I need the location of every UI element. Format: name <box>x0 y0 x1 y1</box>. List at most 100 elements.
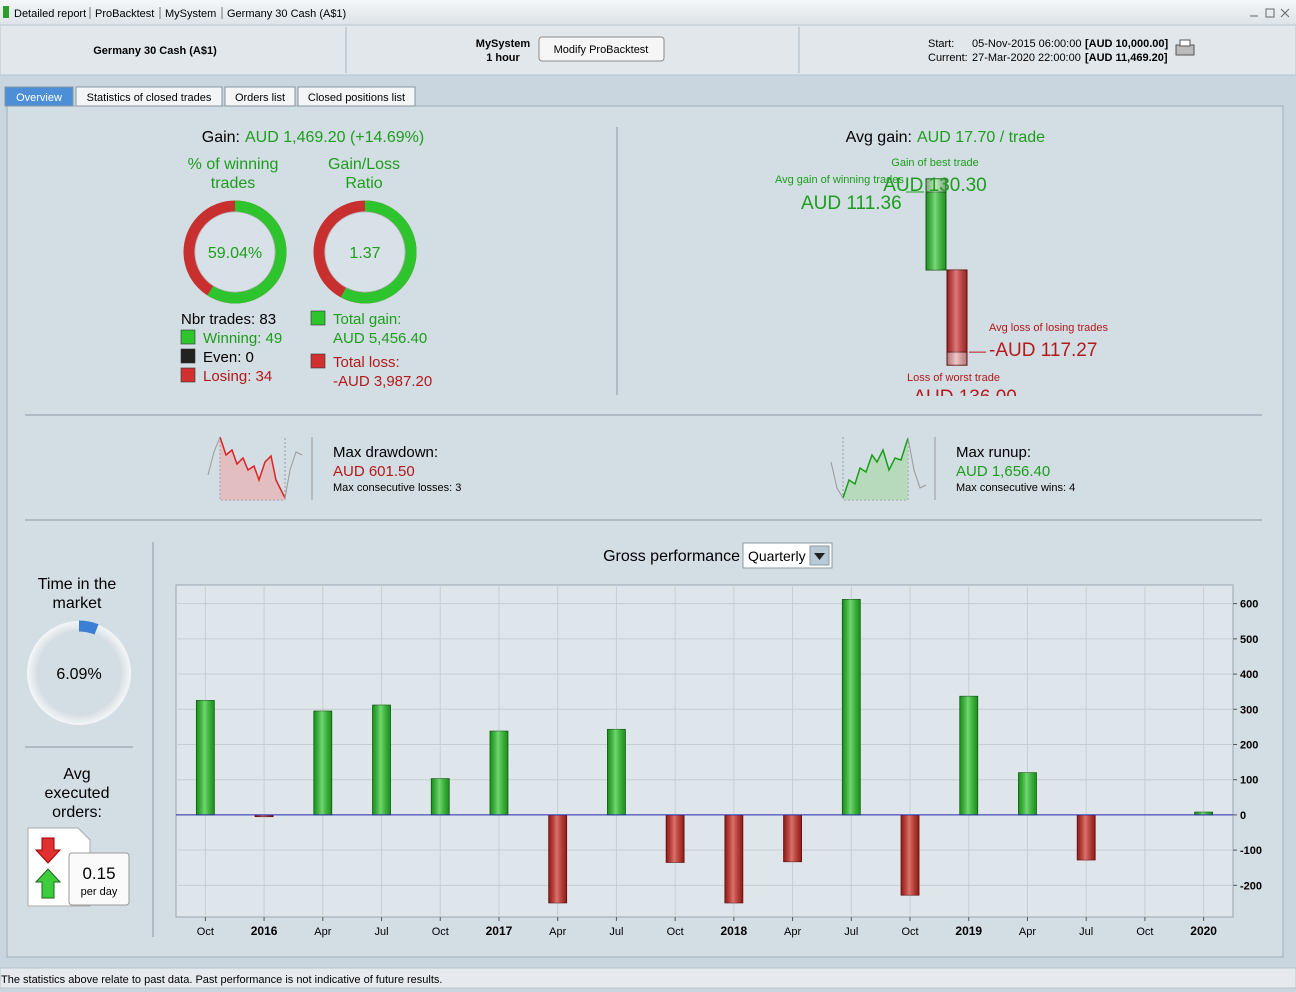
legend-box <box>310 353 326 369</box>
total-loss-value: -AUD 3,987.20 <box>333 373 432 390</box>
tab-label[interactable]: Closed positions list <box>308 92 405 104</box>
gain-label: Gain: <box>202 129 240 146</box>
x-tick-label: Jul <box>374 926 388 938</box>
best-trade-title: Gain of best trade <box>891 157 978 169</box>
total-gain-value: AUD 5,456.40 <box>333 330 427 347</box>
winning-count: Winning: 49 <box>203 330 282 347</box>
even-count: Even: 0 <box>203 349 254 366</box>
tab-label[interactable]: Statistics of closed trades <box>87 92 212 104</box>
avg-orders-unit: per day <box>81 886 118 898</box>
label: Even: <box>203 349 241 366</box>
y-tick-label: -100 <box>1240 845 1262 857</box>
bar-shine <box>1077 814 1096 860</box>
best-trade-value: AUD 130.30 <box>883 175 987 196</box>
y-tick-label: 300 <box>1240 704 1258 716</box>
label: Max consecutive wins: <box>956 482 1066 494</box>
losing-count: Losing: 34 <box>203 368 272 385</box>
ratio-value: 1.37 <box>349 245 380 262</box>
tab-label[interactable]: Orders list <box>235 92 285 104</box>
legend-box <box>310 310 326 326</box>
tab[interactable] <box>4 86 74 107</box>
x-tick-label: 2018 <box>721 924 748 938</box>
label: Losing: <box>203 368 251 385</box>
x-tick-label: Jul <box>1079 926 1093 938</box>
x-tick-label: Apr <box>784 926 801 938</box>
donut-inner <box>324 211 406 293</box>
win-rate-title: trades <box>211 175 255 192</box>
bar-shine <box>607 729 626 815</box>
time-in-market-value: 6.09% <box>56 666 101 683</box>
label: Max consecutive losses: <box>333 482 452 494</box>
tab-label[interactable]: Overview <box>16 92 62 104</box>
x-tick-label: Oct <box>667 926 684 938</box>
modify-button[interactable] <box>538 36 665 62</box>
total-gain-label: Total gain: <box>333 311 401 328</box>
tab[interactable] <box>297 86 416 107</box>
donut-arc <box>207 200 287 304</box>
value: 3 <box>455 482 461 494</box>
bar-shine <box>196 700 215 815</box>
donut-arc <box>340 200 417 304</box>
bar-shine <box>548 814 567 903</box>
start-label: Start: <box>928 38 954 50</box>
current-date: 27-Mar-2020 22:00:00 <box>972 52 1081 64</box>
x-tick-label: Apr <box>314 926 331 938</box>
donut-inner <box>194 211 276 293</box>
y-tick-label: -200 <box>1240 880 1262 892</box>
x-tick-label: 2016 <box>251 924 278 938</box>
button-label[interactable]: Modify ProBacktest <box>554 44 649 56</box>
x-tick-label: Oct <box>197 926 214 938</box>
bar-shine <box>947 270 967 366</box>
drawdown-label: Max drawdown: <box>333 444 438 461</box>
period-label[interactable]: Quarterly <box>748 548 806 564</box>
bar-shine <box>926 178 946 270</box>
ratio-title: Ratio <box>345 175 382 192</box>
title-item: MySystem <box>165 8 216 20</box>
avg-loss-title: Avg loss of losing trades <box>989 322 1109 334</box>
bar-shine <box>842 599 861 815</box>
worst-trade-title: Loss of worst trade <box>907 372 1000 384</box>
title-item: Detailed report <box>14 8 86 20</box>
x-tick-label: Oct <box>901 926 918 938</box>
avg-gain-label: Avg gain: <box>846 129 912 146</box>
footer-bar <box>0 967 1296 989</box>
ratio-title: Gain/Loss <box>328 156 400 173</box>
bar-shine <box>959 696 978 815</box>
time-in-market-title: market <box>53 595 102 612</box>
value: 83 <box>259 311 276 328</box>
tab[interactable] <box>224 86 296 107</box>
consecutive-wins: Max consecutive wins: 4 <box>956 482 1075 494</box>
current-label: Current: <box>928 52 968 64</box>
avg-win-title: Avg gain of winning trades <box>775 174 904 186</box>
print-icon[interactable] <box>1175 39 1195 56</box>
runup-label: Max runup: <box>956 444 1031 461</box>
disclaimer: The statistics above relate to past data… <box>1 974 442 986</box>
y-tick-label: 0 <box>1240 810 1246 822</box>
plot-area <box>175 584 1234 918</box>
bar-shine <box>1018 772 1037 815</box>
start-date: 05-Nov-2015 06:00:00 <box>972 38 1081 50</box>
x-tick-label: Oct <box>432 926 449 938</box>
y-tick-label: 200 <box>1240 739 1258 751</box>
bar-shine <box>783 814 802 862</box>
x-tick-label: 2017 <box>486 924 513 938</box>
y-tick-label: 100 <box>1240 775 1258 787</box>
y-tick-label: 400 <box>1240 669 1258 681</box>
avg-orders-title: Avg <box>63 766 90 783</box>
x-tick-label: Apr <box>549 926 566 938</box>
avg-loss-value: -AUD 117.27 <box>989 340 1097 361</box>
tab[interactable] <box>75 86 223 107</box>
x-tick-label: 2020 <box>1190 924 1217 938</box>
window-controls[interactable] <box>1250 8 1290 18</box>
instrument: Germany 30 Cash (A$1) <box>93 45 217 57</box>
label: Nbr trades: <box>181 311 255 328</box>
value: 34 <box>256 368 273 385</box>
legend-box <box>180 367 196 383</box>
avg-win-value: AUD 111.36 <box>801 193 902 214</box>
runup-sparkline <box>830 437 936 501</box>
bar-shine <box>489 731 508 815</box>
value: 4 <box>1069 482 1075 494</box>
bar-shine <box>666 814 685 863</box>
market-inner <box>38 632 120 714</box>
